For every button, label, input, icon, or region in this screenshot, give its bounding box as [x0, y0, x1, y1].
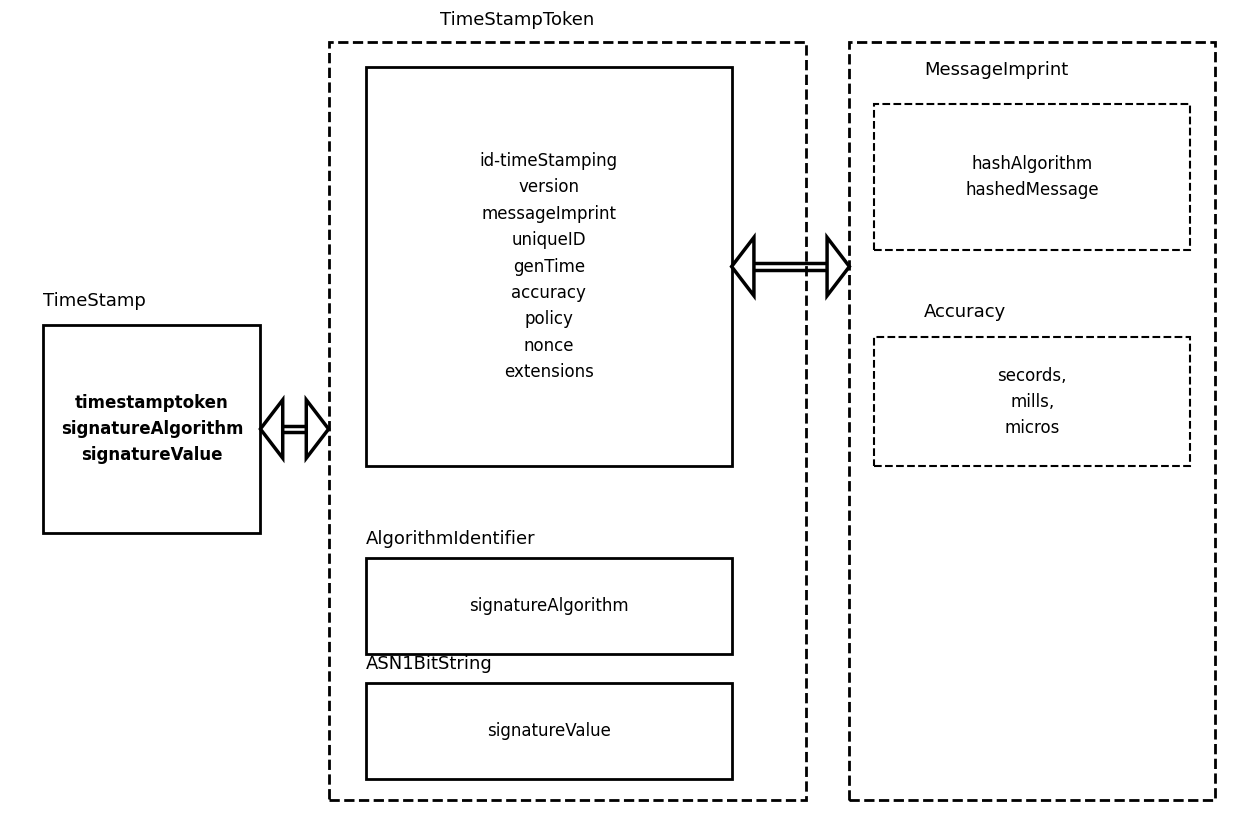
Text: signatureAlgorithm: signatureAlgorithm	[469, 597, 629, 615]
Polygon shape	[306, 400, 329, 458]
Bar	[366, 558, 732, 654]
Bar	[43, 325, 260, 533]
Text: ASN1BitString: ASN1BitString	[366, 655, 492, 673]
Text: TimeStamp: TimeStamp	[43, 292, 146, 310]
Text: timestamptoken
signatureAlgorithm
signatureValue: timestamptoken signatureAlgorithm signat…	[61, 394, 243, 464]
Text: hashAlgorithm
hashedMessage: hashAlgorithm hashedMessage	[966, 155, 1099, 199]
Text: Accuracy: Accuracy	[924, 302, 1006, 321]
Text: TimeStampToken: TimeStampToken	[440, 11, 594, 29]
Text: secords,
mills,
micros: secords, mills, micros	[997, 367, 1068, 437]
Text: MessageImprint: MessageImprint	[924, 61, 1068, 79]
Bar	[874, 337, 1190, 466]
Polygon shape	[260, 400, 283, 458]
Text: AlgorithmIdentifier: AlgorithmIdentifier	[366, 530, 536, 548]
Polygon shape	[732, 237, 754, 296]
Text: signatureValue: signatureValue	[487, 722, 610, 740]
Text: id-timeStamping
version
messageImprint
uniqueID
genTime
accuracy
policy
nonce
ex: id-timeStamping version messageImprint u…	[480, 152, 618, 382]
Bar	[366, 683, 732, 779]
Bar	[849, 42, 1215, 800]
Polygon shape	[827, 237, 849, 296]
Bar	[329, 42, 806, 800]
Bar	[874, 104, 1190, 250]
Bar	[366, 67, 732, 466]
